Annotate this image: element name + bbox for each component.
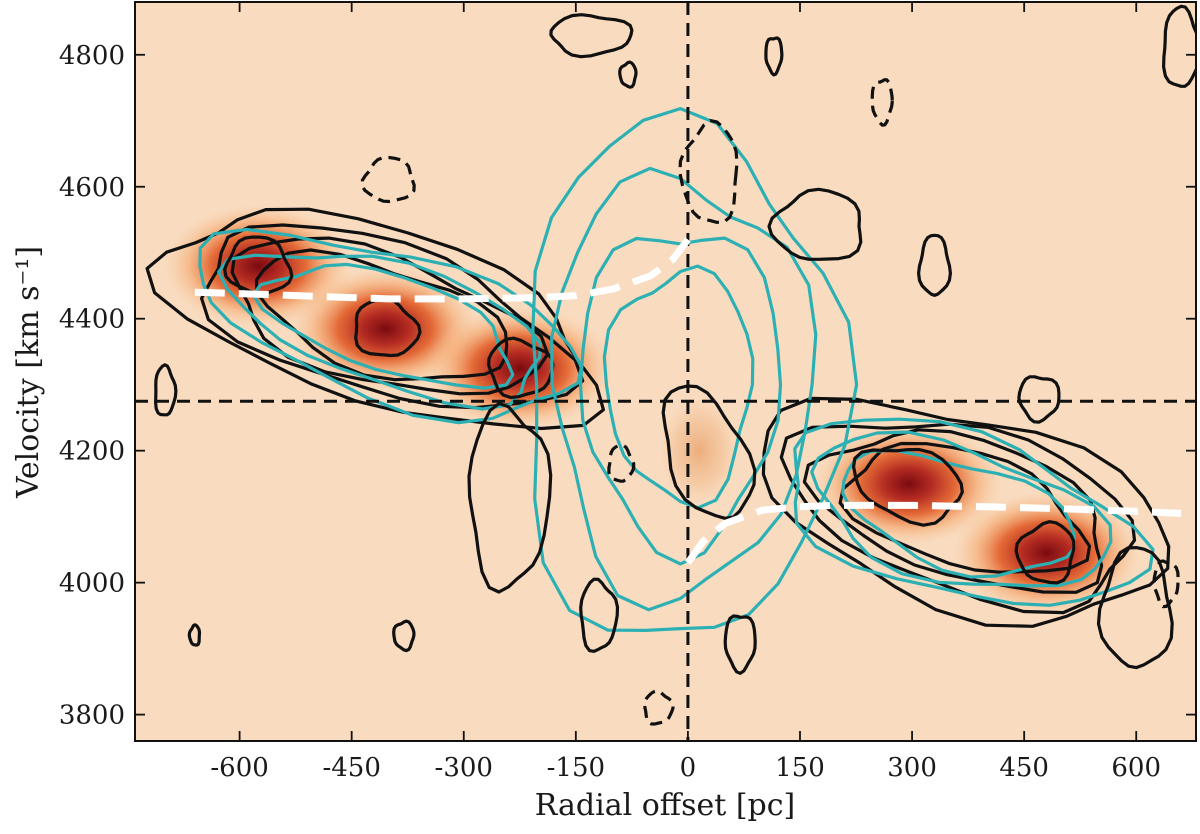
x-tick-label: -450 xyxy=(322,753,380,783)
black-contour xyxy=(154,363,178,417)
emission-peak xyxy=(659,395,740,506)
y-axis-label: Velocity [km s⁻¹] xyxy=(11,246,46,499)
x-tick-label: -300 xyxy=(435,753,493,783)
black-contour xyxy=(767,187,863,261)
black-contour xyxy=(618,60,638,89)
reference-lines xyxy=(135,2,1196,741)
black-contour xyxy=(467,401,553,594)
black-contour xyxy=(579,577,620,653)
negative-contour xyxy=(360,155,416,204)
black-contour xyxy=(254,248,509,382)
black-contour xyxy=(354,296,422,358)
model-rotation-curve xyxy=(194,237,1182,565)
negative-contour xyxy=(1152,559,1180,609)
y-tick-label: 4800 xyxy=(59,41,125,71)
emission-peak xyxy=(424,306,615,431)
black-contour xyxy=(1096,546,1174,670)
cyan-contour xyxy=(602,264,755,510)
y-tick-label: 3800 xyxy=(59,701,125,731)
cyan-contour xyxy=(550,166,818,612)
y-tick-label: 4600 xyxy=(59,173,125,203)
model-curve-receding xyxy=(685,501,1182,565)
negative-contour xyxy=(870,78,894,127)
black-contour xyxy=(917,233,952,297)
x-tick-label: -600 xyxy=(210,753,268,783)
x-tick-label: 150 xyxy=(775,753,825,783)
x-tick-label: 300 xyxy=(887,753,937,783)
y-tick-label: 4400 xyxy=(59,305,125,335)
cyan-contour xyxy=(251,262,515,390)
black-contour xyxy=(145,207,605,431)
axes-ticks: -600 -450 -300 -150 0 150 300 450 600 3800 4000 420… xyxy=(59,2,1196,783)
model-curve-approaching xyxy=(194,237,691,303)
black-contour xyxy=(187,623,202,647)
black-contour xyxy=(802,428,1104,594)
black-contour xyxy=(1162,4,1196,88)
x-tick-label: 0 xyxy=(680,753,697,783)
black-contour xyxy=(723,614,757,675)
black-contour xyxy=(549,13,634,59)
black-contour xyxy=(761,396,1171,628)
x-tick-label: -150 xyxy=(547,753,605,783)
black-contour xyxy=(1014,520,1076,585)
black-contour xyxy=(1017,375,1061,424)
x-axis-label: Radial offset [pc] xyxy=(535,788,796,823)
cyan-contour xyxy=(810,430,1113,588)
negative-contour xyxy=(678,119,739,224)
cyan-contour xyxy=(198,227,584,425)
contours xyxy=(145,4,1196,726)
black-contour xyxy=(852,447,964,527)
black-contour xyxy=(230,236,550,396)
y-tick-label: 4000 xyxy=(59,569,125,599)
x-tick-label: 450 xyxy=(999,753,1049,783)
y-tick-label: 4200 xyxy=(59,437,125,467)
black-contour xyxy=(779,422,1137,615)
cyan-contour xyxy=(841,448,1077,579)
cyan-contour xyxy=(531,107,859,632)
black-contour xyxy=(200,223,585,410)
negative-contour xyxy=(607,443,636,483)
black-contour xyxy=(661,384,757,520)
plot-frame xyxy=(134,1,1197,742)
black-contour xyxy=(764,36,784,77)
negative-contour xyxy=(642,689,675,726)
x-tick-label: 600 xyxy=(1111,753,1161,783)
black-contour xyxy=(487,336,555,400)
black-contour xyxy=(392,619,416,653)
